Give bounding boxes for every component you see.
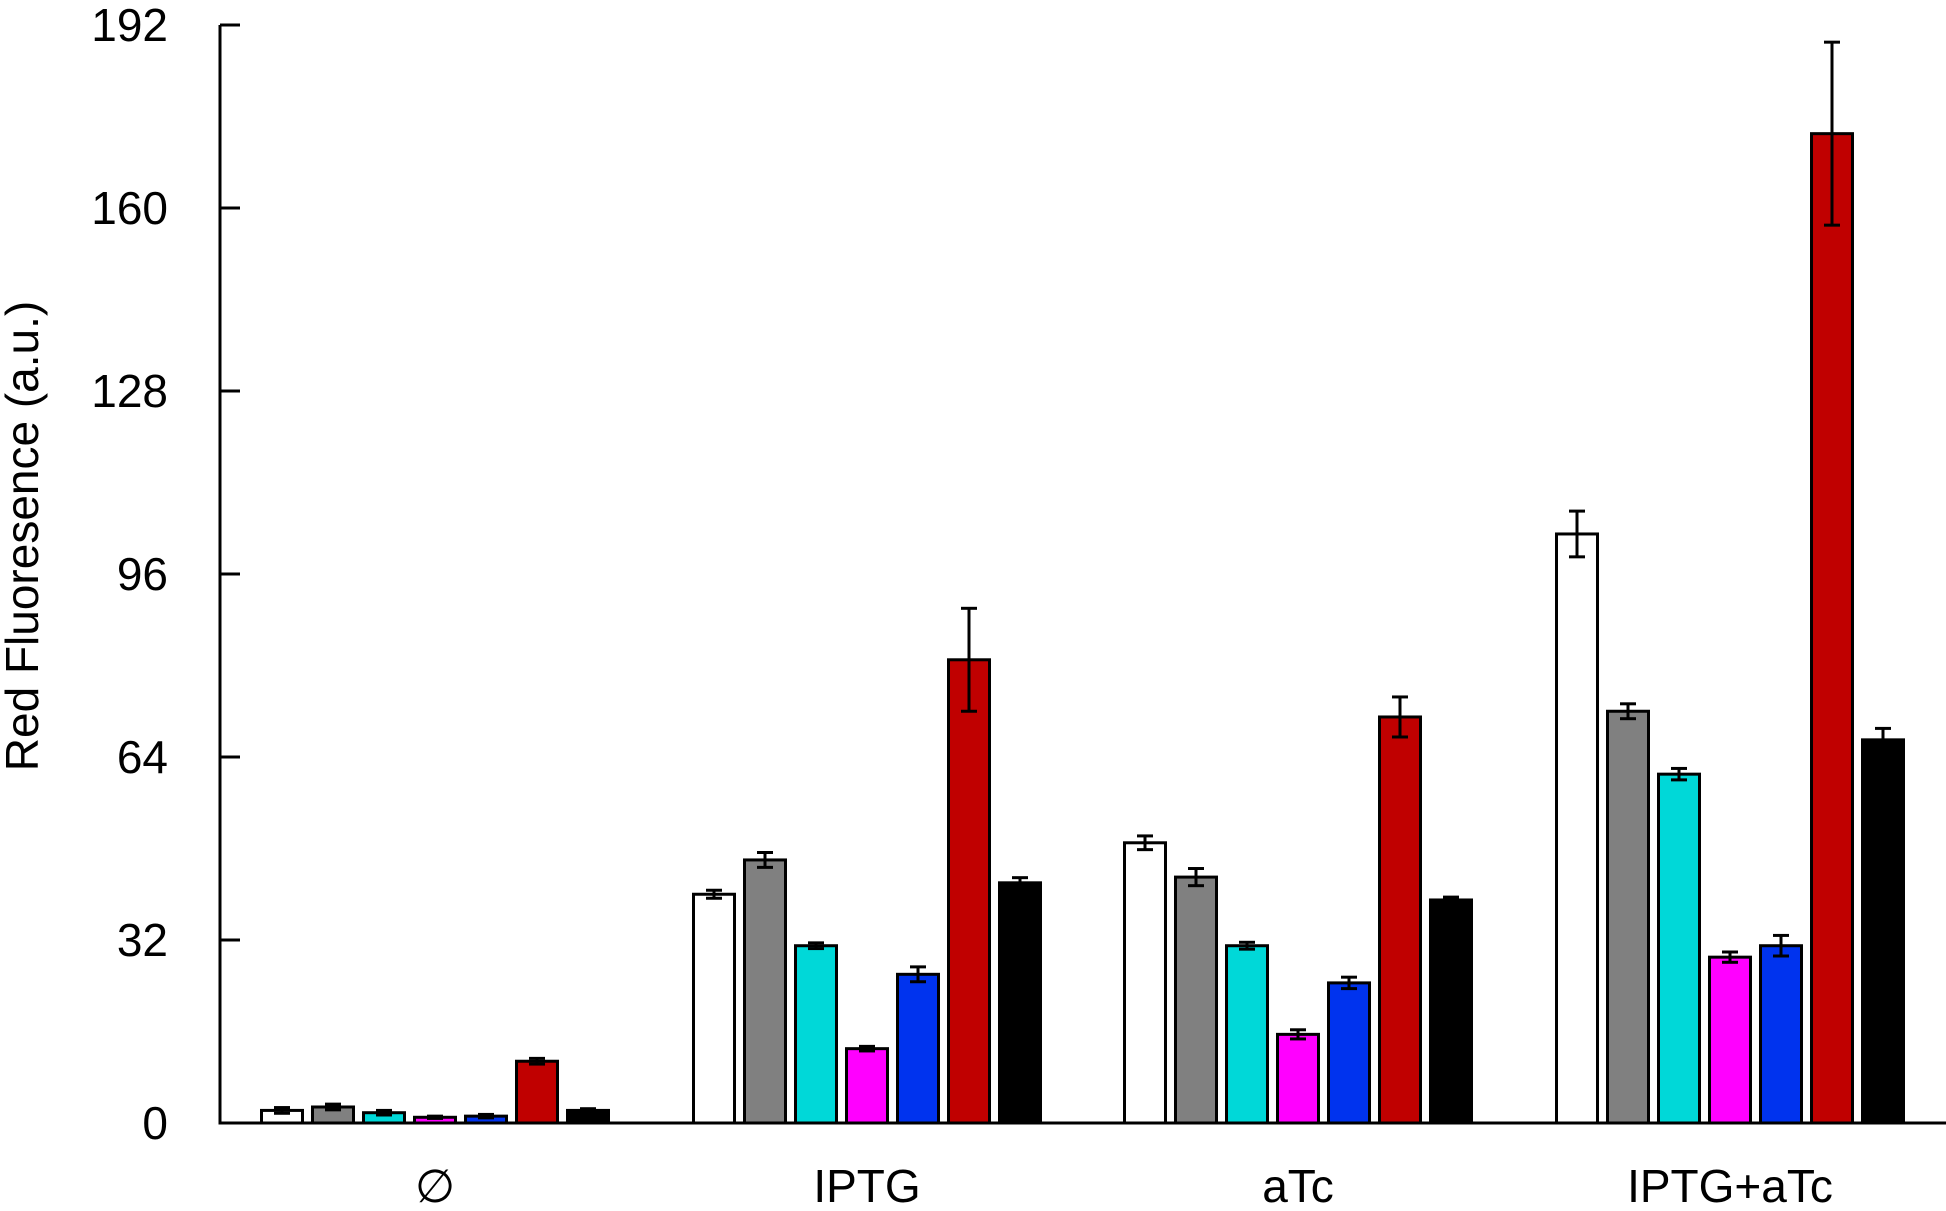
y-tick-label: 96 <box>117 548 168 600</box>
bar-series-5 <box>1327 981 1371 1125</box>
bar-series-7 <box>998 881 1042 1125</box>
bar-series-4 <box>1276 1032 1320 1125</box>
bar-series-6 <box>1378 715 1422 1125</box>
bar-series-7 <box>1429 898 1473 1125</box>
y-tick-label: 192 <box>91 0 168 51</box>
y-axis-title: Red Fluoresence (a.u.) <box>0 301 48 771</box>
bar-series <box>260 132 1905 1125</box>
bar-series-3 <box>794 944 838 1125</box>
y-tick-label: 160 <box>91 182 168 234</box>
y-axis-ticks: 0 32 64 96 128 160 192 <box>91 0 240 1149</box>
y-tick-label: 64 <box>117 731 168 783</box>
x-category-label: IPTG <box>813 1160 920 1211</box>
bar-series-2 <box>1606 709 1650 1125</box>
x-category-label: ∅ <box>415 1160 455 1211</box>
bar-series-6 <box>515 1059 559 1125</box>
bar-series-1 <box>1555 532 1599 1125</box>
x-axis-labels: ∅ IPTG aTc IPTG+aTc <box>415 1160 1833 1211</box>
y-tick-label: 0 <box>142 1097 168 1149</box>
bar-series-5 <box>1759 944 1803 1125</box>
y-tick-label: 128 <box>91 365 168 417</box>
bar-series-2 <box>1174 875 1218 1125</box>
bar-series-5 <box>896 972 940 1125</box>
bar-series-2 <box>743 858 787 1125</box>
x-category-label: aTc <box>1262 1160 1334 1211</box>
bar-series-3 <box>1657 772 1701 1125</box>
bar-series-4 <box>1708 955 1752 1125</box>
bar-series-7 <box>1861 738 1905 1125</box>
bar-series-1 <box>1123 841 1167 1125</box>
bar-series-1 <box>692 892 736 1125</box>
bar-series-4 <box>845 1047 889 1125</box>
error-bars <box>274 40 1891 1120</box>
x-category-label: IPTG+aTc <box>1627 1160 1833 1211</box>
bar-series-6 <box>947 658 991 1125</box>
y-tick-label: 32 <box>117 914 168 966</box>
bar-series-6 <box>1810 132 1854 1125</box>
bar-series-3 <box>1225 944 1269 1125</box>
